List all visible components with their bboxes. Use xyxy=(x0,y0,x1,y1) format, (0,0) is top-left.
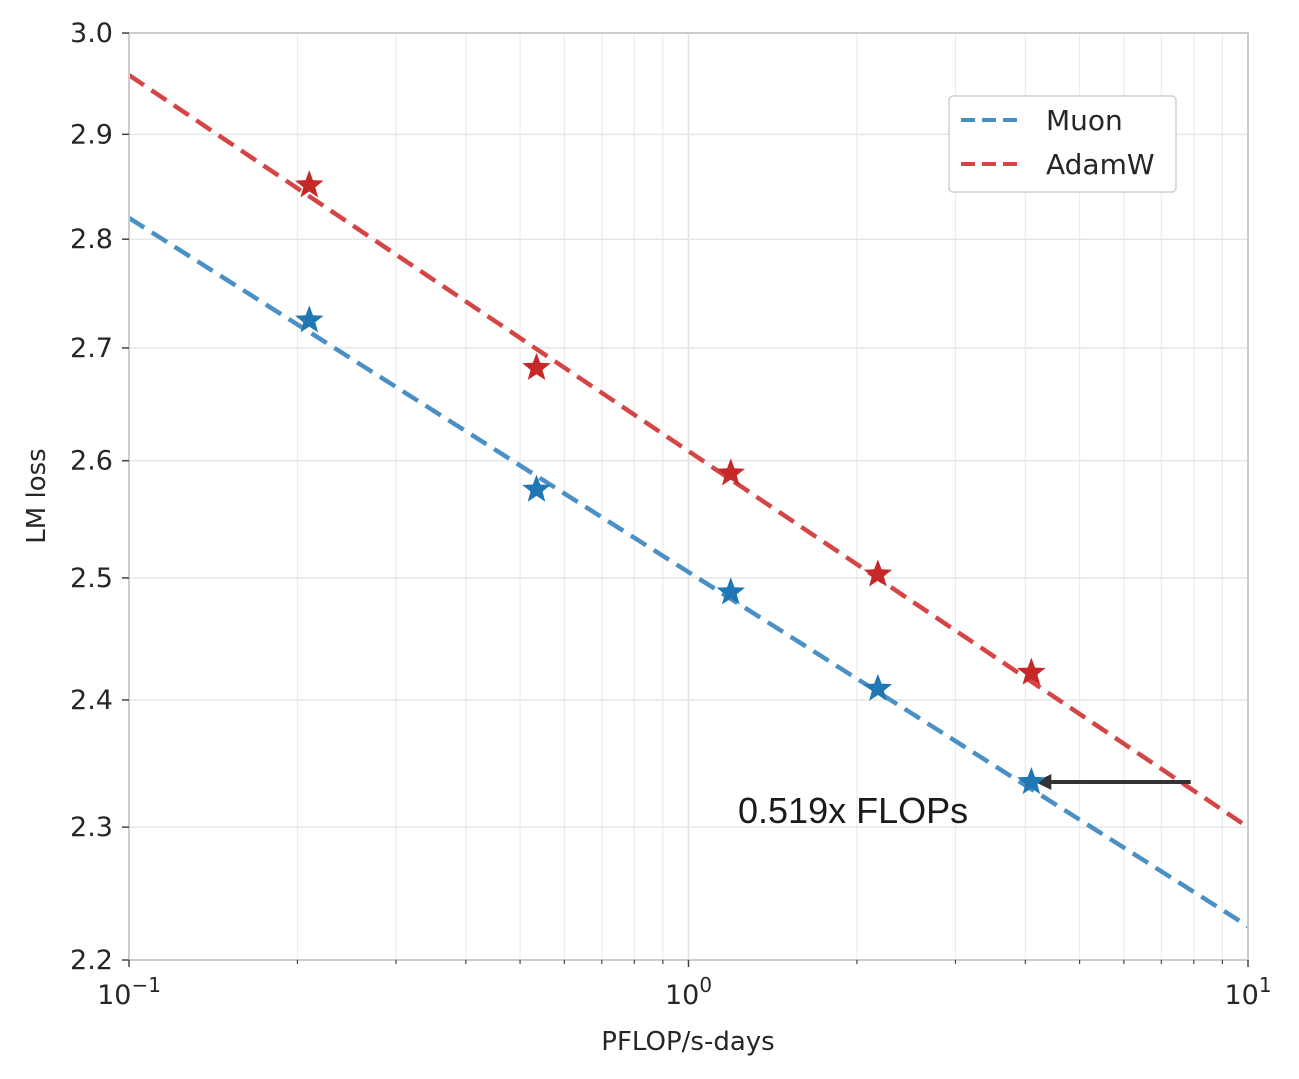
marker-star-muon xyxy=(863,673,893,701)
y-tick-label: 2.8 xyxy=(70,224,113,255)
markers xyxy=(295,170,1046,795)
x-axis-label: PFLOP/s-days xyxy=(601,1027,774,1057)
marker-star-adamw xyxy=(1017,657,1046,685)
y-axis-label: LM loss xyxy=(22,448,52,543)
marker-star-muon xyxy=(522,474,551,502)
y-tick-label: 2.2 xyxy=(70,945,113,976)
y-tick-label: 3.0 xyxy=(70,18,113,49)
axis-ticks xyxy=(122,32,1249,967)
legend-label-muon: Muon xyxy=(1046,104,1123,137)
fit-line-muon xyxy=(129,216,1248,929)
x-tick-label: 101 xyxy=(1224,973,1271,1011)
tick-labels: 10−1 100 101 2.2 2.3 2.4 2.5 2.6 2.7 2.8 2.9 3.0 xyxy=(70,18,1272,1011)
legend-label-adamw: AdamW xyxy=(1046,148,1155,181)
marker-star-adamw xyxy=(295,170,324,198)
annotation-arrow xyxy=(1035,774,1191,791)
y-tick-label: 2.3 xyxy=(70,812,113,843)
marker-star-muon xyxy=(1017,767,1046,795)
marker-star-adamw xyxy=(863,559,893,587)
marker-star-muon xyxy=(295,305,324,333)
y-tick-label: 2.9 xyxy=(70,119,113,150)
fit-lines xyxy=(129,73,1248,929)
marker-star-muon xyxy=(716,577,746,605)
legend: Muon AdamW xyxy=(948,95,1177,193)
y-tick-label: 2.7 xyxy=(70,333,113,364)
marker-star-adamw xyxy=(522,352,551,381)
marker-star-adamw xyxy=(716,458,746,486)
annotation-text: 0.519x FLOPs xyxy=(738,790,968,831)
x-tick-label: 100 xyxy=(665,973,712,1011)
y-tick-label: 2.6 xyxy=(70,446,113,477)
annotation-arrow-head xyxy=(1035,774,1052,791)
fit-line-adamw xyxy=(129,73,1248,830)
y-tick-label: 2.4 xyxy=(70,685,113,716)
y-tick-label: 2.5 xyxy=(70,563,113,594)
x-tick-label: 10−1 xyxy=(97,973,161,1011)
